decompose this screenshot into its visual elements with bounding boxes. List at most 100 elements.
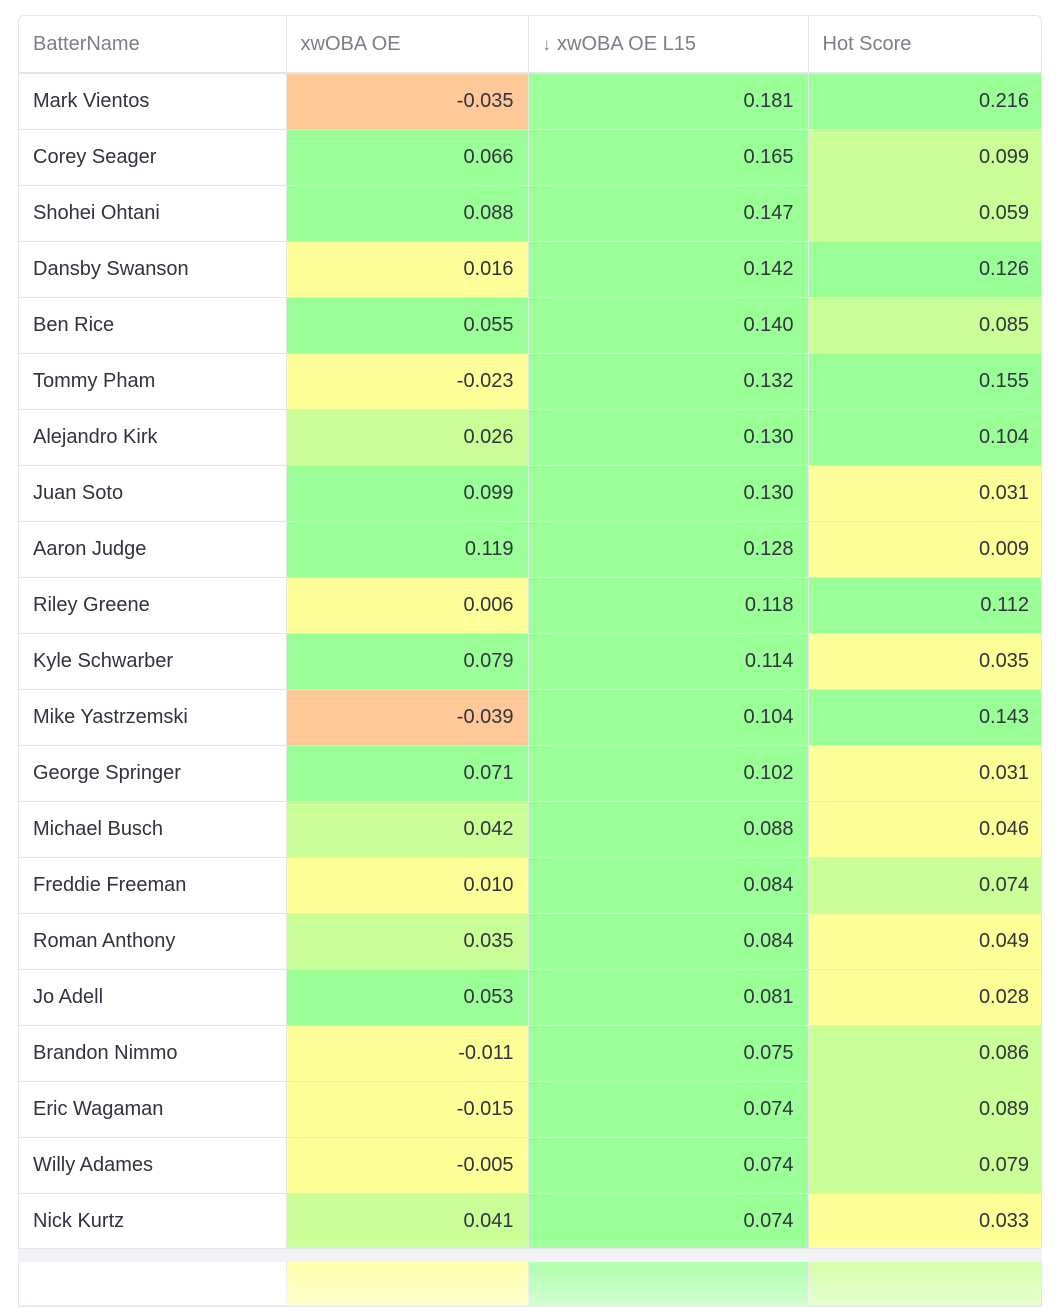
cell-hot-score[interactable]: 0.126: [808, 241, 1041, 298]
cell-xwoba-oe[interactable]: -0.035: [286, 73, 529, 130]
column-header-batter-name[interactable]: BatterName: [19, 16, 287, 74]
cell-xwoba-oe-l15[interactable]: 0.104: [528, 689, 809, 746]
cell-xwoba-oe[interactable]: -0.011: [286, 1025, 529, 1082]
table-row[interactable]: Riley Greene 0.006 0.118 0.112: [19, 577, 1041, 634]
cell-batter-name[interactable]: Kyle Schwarber: [19, 633, 287, 690]
cell-xwoba-oe[interactable]: -0.015: [286, 1081, 529, 1138]
cell-hot-score[interactable]: 0.086: [808, 1025, 1041, 1082]
cell-hot-score[interactable]: 0.009: [808, 521, 1041, 578]
cell-xwoba-oe[interactable]: 0.099: [286, 465, 529, 522]
table-row[interactable]: Brandon Nimmo -0.011 0.075 0.086: [19, 1025, 1041, 1082]
cell-xwoba-oe[interactable]: 0.035: [286, 913, 529, 970]
cell-xwoba-oe-l15[interactable]: 0.114: [528, 633, 809, 690]
cell-xwoba-oe-l15[interactable]: 0.088: [528, 801, 809, 858]
table-row[interactable]: Eric Wagaman -0.015 0.074 0.089: [19, 1081, 1041, 1138]
cell-xwoba-oe[interactable]: 0.042: [286, 801, 529, 858]
cell-xwoba-oe-l15[interactable]: 0.130: [528, 409, 809, 466]
cell-xwoba-oe-l15[interactable]: 0.147: [528, 185, 809, 242]
table-row[interactable]: Alejandro Kirk 0.026 0.130 0.104: [19, 409, 1041, 466]
cell-hot-score[interactable]: 0.031: [808, 465, 1041, 522]
column-header-xwoba-oe[interactable]: xwOBA OE: [286, 16, 529, 74]
cell-batter-name[interactable]: Jo Adell: [19, 969, 287, 1026]
cell-batter-name[interactable]: Juan Soto: [19, 465, 287, 522]
table-row[interactable]: Nick Kurtz 0.041 0.074 0.033: [19, 1193, 1041, 1250]
cell-batter-name[interactable]: Eric Wagaman: [19, 1081, 287, 1138]
table-row[interactable]: Mark Vientos -0.035 0.181 0.216: [19, 73, 1041, 130]
cell-hot-score[interactable]: 0.049: [808, 913, 1041, 970]
cell-hot-score[interactable]: 0.035: [808, 633, 1041, 690]
cell-xwoba-oe[interactable]: 0.079: [286, 633, 529, 690]
cell-xwoba-oe[interactable]: 0.088: [286, 185, 529, 242]
cell-xwoba-oe-l15[interactable]: 0.140: [528, 297, 809, 354]
table-row[interactable]: Mike Yastrzemski -0.039 0.104 0.143: [19, 689, 1041, 746]
cell-batter-name[interactable]: Nick Kurtz: [19, 1193, 287, 1250]
table-row[interactable]: Aaron Judge 0.119 0.128 0.009: [19, 521, 1041, 578]
table-row[interactable]: Dansby Swanson 0.016 0.142 0.126: [19, 241, 1041, 298]
cell-xwoba-oe[interactable]: 0.026: [286, 409, 529, 466]
cell-xwoba-oe[interactable]: 0.119: [286, 521, 529, 578]
column-header-hot-score[interactable]: Hot Score: [808, 16, 1041, 74]
cell-xwoba-oe-l15[interactable]: 0.074: [528, 1081, 809, 1138]
table-row[interactable]: Kyle Schwarber 0.079 0.114 0.035: [19, 633, 1041, 690]
cell-xwoba-oe-l15[interactable]: 0.074: [528, 1137, 809, 1194]
cell-hot-score[interactable]: 0.104: [808, 409, 1041, 466]
table-row[interactable]: Shohei Ohtani 0.088 0.147 0.059: [19, 185, 1041, 242]
cell-hot-score[interactable]: 0.143: [808, 689, 1041, 746]
cell-xwoba-oe[interactable]: 0.041: [286, 1193, 529, 1250]
cell-batter-name[interactable]: Alejandro Kirk: [19, 409, 287, 466]
cell-xwoba-oe-l15[interactable]: 0.130: [528, 465, 809, 522]
cell-hot-score[interactable]: 0.074: [808, 857, 1041, 914]
table-row[interactable]: Roman Anthony 0.035 0.084 0.049: [19, 913, 1041, 970]
table-row[interactable]: Tommy Pham -0.023 0.132 0.155: [19, 353, 1041, 410]
cell-batter-name[interactable]: Mark Vientos: [19, 73, 287, 130]
cell-xwoba-oe[interactable]: -0.039: [286, 689, 529, 746]
cell-xwoba-oe[interactable]: 0.066: [286, 129, 529, 186]
cell-hot-score[interactable]: 0.085: [808, 297, 1041, 354]
table-row[interactable]: Ben Rice 0.055 0.140 0.085: [19, 297, 1041, 354]
cell-batter-name[interactable]: Freddie Freeman: [19, 857, 287, 914]
cell-xwoba-oe-l15[interactable]: 0.132: [528, 353, 809, 410]
cell-xwoba-oe-l15[interactable]: 0.081: [528, 969, 809, 1026]
cell-batter-name[interactable]: George Springer: [19, 745, 287, 802]
cell-hot-score[interactable]: 0.028: [808, 969, 1041, 1026]
table-row[interactable]: Willy Adames -0.005 0.074 0.079: [19, 1137, 1041, 1194]
cell-hot-score[interactable]: 0.112: [808, 577, 1041, 634]
cell-xwoba-oe[interactable]: 0.053: [286, 969, 529, 1026]
cell-xwoba-oe-l15[interactable]: 0.084: [528, 913, 809, 970]
cell-batter-name[interactable]: Riley Greene: [19, 577, 287, 634]
cell-hot-score[interactable]: 0.031: [808, 745, 1041, 802]
cell-xwoba-oe[interactable]: -0.023: [286, 353, 529, 410]
cell-hot-score[interactable]: 0.033: [808, 1193, 1041, 1250]
column-header-xwoba-oe-l15[interactable]: ↓ xwOBA OE L15: [528, 16, 809, 74]
cell-batter-name[interactable]: Mike Yastrzemski: [19, 689, 287, 746]
table-row[interactable]: Juan Soto 0.099 0.130 0.031: [19, 465, 1041, 522]
cell-xwoba-oe-l15[interactable]: 0.075: [528, 1025, 809, 1082]
cell-xwoba-oe-l15[interactable]: 0.102: [528, 745, 809, 802]
cell-batter-name[interactable]: Dansby Swanson: [19, 241, 287, 298]
cell-hot-score[interactable]: 0.089: [808, 1081, 1041, 1138]
cell-hot-score[interactable]: 0.046: [808, 801, 1041, 858]
cell-xwoba-oe-l15[interactable]: 0.142: [528, 241, 809, 298]
cell-xwoba-oe[interactable]: 0.016: [286, 241, 529, 298]
cell-batter-name[interactable]: Aaron Judge: [19, 521, 287, 578]
table-row[interactable]: Jo Adell 0.053 0.081 0.028: [19, 969, 1041, 1026]
cell-xwoba-oe-l15[interactable]: 0.118: [528, 577, 809, 634]
cell-hot-score[interactable]: 0.079: [808, 1137, 1041, 1194]
cell-batter-name[interactable]: Shohei Ohtani: [19, 185, 287, 242]
horizontal-scrollbar[interactable]: [18, 1248, 1042, 1262]
cell-xwoba-oe-l15[interactable]: 0.074: [528, 1193, 809, 1250]
cell-batter-name[interactable]: Ben Rice: [19, 297, 287, 354]
cell-batter-name[interactable]: Corey Seager: [19, 129, 287, 186]
cell-hot-score[interactable]: 0.099: [808, 129, 1041, 186]
cell-batter-name[interactable]: Willy Adames: [19, 1137, 287, 1194]
cell-xwoba-oe[interactable]: 0.055: [286, 297, 529, 354]
cell-hot-score[interactable]: 0.216: [808, 73, 1041, 130]
cell-batter-name[interactable]: Brandon Nimmo: [19, 1025, 287, 1082]
cell-hot-score[interactable]: 0.155: [808, 353, 1041, 410]
cell-xwoba-oe-l15[interactable]: 0.128: [528, 521, 809, 578]
cell-xwoba-oe-l15[interactable]: 0.165: [528, 129, 809, 186]
table-row[interactable]: Corey Seager 0.066 0.165 0.099: [19, 129, 1041, 186]
cell-xwoba-oe-l15[interactable]: 0.084: [528, 857, 809, 914]
cell-batter-name[interactable]: Roman Anthony: [19, 913, 287, 970]
cell-xwoba-oe[interactable]: -0.005: [286, 1137, 529, 1194]
